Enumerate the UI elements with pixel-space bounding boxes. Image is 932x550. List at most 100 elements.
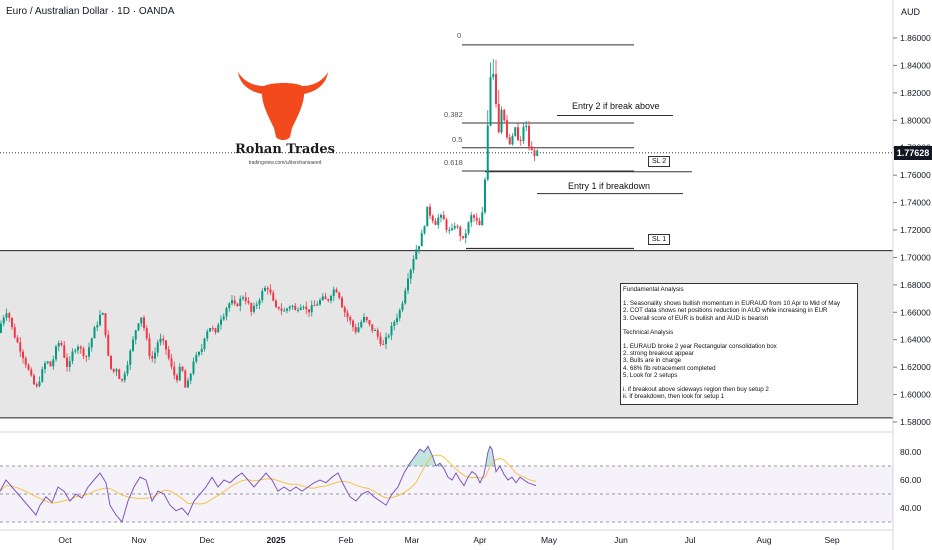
candle-body [335,289,338,293]
candle-body [426,206,429,227]
candle-body [374,330,376,332]
candle-body [390,325,393,336]
candle-body [46,361,49,364]
candle-body [85,355,88,357]
x-tick-label: Aug [756,535,771,545]
y-tick-label: 1.80000 [900,115,931,125]
candle-body [112,368,115,372]
candle-body [429,206,431,216]
price-scale-currency[interactable]: AUD [901,7,921,17]
candle-body [228,303,231,309]
candle-body [209,328,211,332]
candle-body [79,346,82,349]
candle-body [181,366,184,371]
candle-body [173,366,176,376]
candle-body [382,344,385,346]
y-tick-label: 1.70000 [900,252,931,262]
entry-2-label: Entry 2 if break above [572,101,660,111]
candle-body [467,222,470,234]
candle-body [316,304,319,306]
candle-body [360,321,363,328]
candle-body [453,226,456,229]
setup-item: i. if breakout above sideways region the… [623,386,769,394]
candle-body [272,292,275,301]
candle-body [489,77,492,126]
candle-body [401,303,404,311]
candle-body [24,358,27,365]
candle-body [44,363,46,370]
technical-item: 2. strong breakout appear [623,350,694,358]
y-tick-label: 1.86000 [900,33,931,43]
candle-body [203,338,206,349]
candle-body [49,361,52,367]
candle-body [313,305,316,307]
sl-2-label: SL 2 [648,156,671,167]
candle-body [492,74,495,78]
candle-body [343,307,346,313]
candle-body [198,351,200,355]
candle-body [121,379,123,381]
candle-body [407,278,409,291]
candle-body [321,296,324,301]
candle-body [151,355,154,359]
candle-body [129,350,132,365]
candle-body [159,338,162,343]
candle-body [434,220,437,225]
candle-body [530,146,533,151]
candle-body [176,375,178,381]
rsi-tick-label: 80.00 [900,447,922,457]
y-tick-label: 1.58000 [900,417,931,427]
candle-body [481,212,484,226]
candle-body [258,300,261,305]
bull-logo-icon [238,72,328,140]
setup-item: ii. If breakdown, then look for setup 1 [623,393,725,401]
candle-body [495,74,497,105]
candle-body [363,317,365,322]
candle-body [74,350,77,352]
candle-body [107,334,110,356]
sl-1-label: SL 1 [648,234,671,245]
candle-body [280,308,283,311]
candle-body [77,346,79,351]
fib-label-0618: 0.618 [444,158,463,167]
candle-body [354,327,357,333]
candle-body [96,325,99,328]
brand-url: tradingview.com/u/itsrohansaeed [248,160,322,166]
technical-title: Technical Analysis [623,328,674,336]
candle-body [137,323,140,331]
bull-head-shape [238,72,328,140]
candle-body [525,125,528,128]
candle-body [418,246,420,250]
candle-body [101,313,104,315]
candle-body [462,236,464,238]
candle-body [500,109,503,133]
x-tick-label: Oct [58,535,72,545]
candle-body [123,373,126,381]
candle-body [283,310,286,312]
candle-body [104,313,107,335]
candle-body [236,303,239,306]
brand-logo: Rohan Trades tradingview.com/u/itsrohans… [229,64,341,166]
candle-body [132,339,134,351]
candle-body [533,150,536,156]
candle-body [88,347,90,357]
candle-body [299,307,302,310]
x-tick-label: Dec [199,535,215,545]
candle-body [55,346,57,360]
rsi-overbought-fill [0,446,536,466]
candle-body [451,228,453,230]
candle-body [68,361,71,367]
candle-body [459,226,462,237]
candle-body [437,217,440,225]
technical-item: 4. 68% fib retracement completed [623,364,716,372]
entry-1-label: Entry 1 if breakdown [568,181,651,191]
candle-body [338,292,341,298]
candle-body [286,308,288,311]
candle-body [115,369,118,372]
y-tick-label: 1.74000 [900,198,931,208]
analysis-textbox: Fundamental Analysis 1. Seasonality show… [620,283,858,405]
technical-item: 3. Bulls are in charge [623,357,682,365]
candle-body [456,226,459,228]
candle-body [66,357,68,367]
